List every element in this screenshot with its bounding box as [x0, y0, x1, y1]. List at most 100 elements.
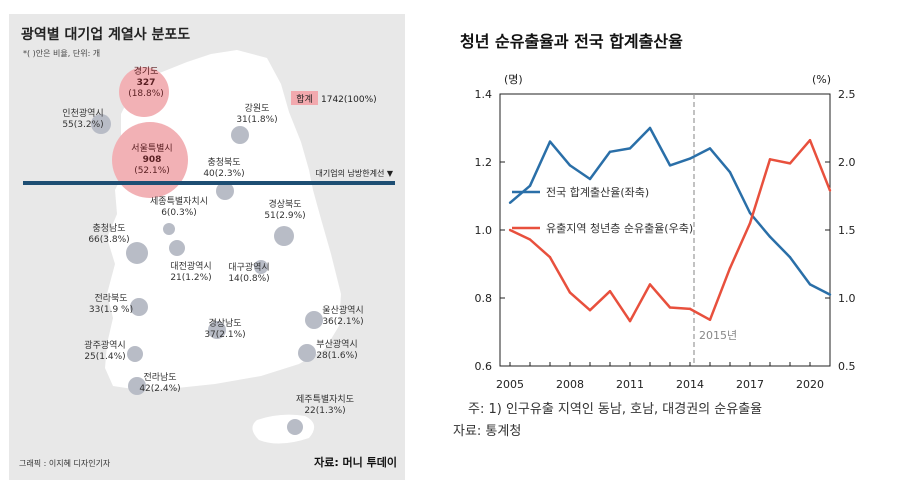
bubble-ulsan	[305, 311, 323, 329]
region-name: 대전광역시	[170, 260, 211, 272]
x-tick-label: 2005	[496, 378, 524, 391]
fertility-point	[608, 150, 612, 153]
left-axis-ticks: 1.4 1.2 1.0 0.8 0.6	[475, 88, 505, 373]
region-value: 55(3.2%)	[62, 120, 103, 130]
legend-total-value: 1742(100%)	[321, 95, 377, 105]
left-tick-label: 1.0	[475, 224, 493, 237]
region-name: 충청남도	[92, 223, 125, 234]
fertility-point	[768, 235, 772, 238]
outflow-point	[588, 309, 592, 312]
chart-source: 자료: 통계청	[453, 424, 522, 439]
region-value: 66(3.8%)	[88, 235, 129, 245]
region-value: 36(2.1%)	[322, 317, 363, 327]
region-value: 28(1.6%)	[316, 351, 357, 361]
fertility-point	[568, 164, 572, 167]
outflow-point	[748, 222, 752, 225]
region-percent: (52.1%)	[134, 166, 170, 176]
region-name: 경기도	[134, 65, 159, 77]
outflow-point	[528, 238, 532, 241]
fertility-point	[628, 147, 632, 150]
region-value: 51(2.9%)	[264, 211, 305, 221]
bubble-gyeonggi	[119, 67, 169, 117]
bubble-seoul	[112, 122, 188, 198]
left-tick-label: 0.6	[475, 360, 493, 373]
right-tick-label: 1.0	[838, 292, 856, 305]
outflow-point	[548, 256, 552, 259]
chart-title: 청년 순유출율과 전국 합계출산율	[460, 32, 683, 51]
right-unit-label: (%)	[812, 73, 831, 86]
fertility-point	[668, 164, 672, 167]
region-value: 42(2.4%)	[139, 384, 180, 394]
outflow-point	[608, 290, 612, 293]
reference-label: 2015년	[699, 329, 737, 342]
x-axis-ticks: 2005 2008 2011 2014 2017 2020	[496, 362, 831, 391]
fertility-point	[648, 126, 652, 130]
region-value: 908	[143, 155, 162, 165]
region-value: 40(2.3%)	[203, 169, 244, 179]
divider-label: 대기업의 남방한계선 ▼	[316, 168, 394, 178]
bubble-jeonnam	[128, 377, 146, 395]
left-tick-label: 0.8	[475, 292, 493, 305]
outflow-point	[648, 283, 652, 286]
bubble-daegu	[254, 260, 268, 274]
bubble-busan	[298, 344, 316, 362]
fertility-point	[528, 184, 532, 187]
outflow-point	[788, 162, 792, 165]
region-name: 인천광역시	[62, 107, 103, 119]
outflow-point	[808, 139, 812, 142]
outflow-point	[508, 228, 512, 232]
outflow-point	[688, 307, 692, 311]
bubble-gangwon	[231, 126, 249, 144]
legend-label-outflow: 유출지역 청년층 순유출율(우축)	[546, 222, 693, 235]
region-name: 전라남도	[143, 372, 176, 383]
fertility-point	[588, 177, 592, 181]
fertility-point	[688, 157, 692, 160]
bubble-gwangju	[127, 346, 143, 362]
region-name: 광주광역시	[84, 339, 125, 351]
x-tick-label: 2017	[736, 378, 764, 391]
fertility-point	[748, 211, 752, 215]
series-points	[508, 126, 832, 323]
outflow-point	[708, 318, 712, 321]
bubble-chungnam	[126, 242, 148, 264]
fertility-point	[548, 140, 552, 143]
fertility-point	[728, 171, 732, 174]
x-tick-label: 2008	[556, 378, 584, 391]
korea-map: 대기업의 남방한계선 ▼ 합계 1742(100%) 경기도327(18.8%)…	[23, 50, 395, 444]
region-name: 서울특별시	[131, 143, 172, 154]
bubble-incheon	[91, 114, 111, 134]
region-percent: (18.8%)	[128, 89, 164, 99]
legend-total-box	[291, 91, 318, 105]
left-tick-label: 1.4	[475, 88, 493, 101]
fertility-point	[828, 293, 832, 296]
region-name: 전라북도	[94, 293, 127, 304]
fertility-point	[508, 201, 512, 204]
region-name: 울산광역시	[322, 304, 363, 316]
region-value: 22(1.3%)	[304, 406, 345, 416]
x-tick-label: 2011	[616, 378, 644, 391]
bubble-jeonbuk	[130, 298, 148, 316]
map-subtitle: *( )안은 비율, 단위: 개	[23, 49, 101, 58]
chart-note: 주: 1) 인구유출 지역인 동남, 호남, 대경권의 순유출율	[468, 402, 763, 417]
bubble-gyeongnam	[208, 321, 226, 339]
region-name: 충청북도	[207, 157, 240, 168]
left-tick-label: 1.2	[475, 156, 493, 169]
region-name: 부산광역시	[316, 338, 357, 350]
region-name: 경상남도	[208, 317, 241, 329]
region-value: 37(2.1%)	[204, 330, 245, 340]
fertility-point	[808, 283, 812, 286]
bubble-gyeongbuk	[274, 226, 294, 246]
region-name: 대구광역시	[228, 261, 269, 273]
right-tick-label: 2.5	[838, 88, 856, 101]
fertility-point	[708, 147, 712, 150]
outflow-point	[628, 319, 632, 323]
outflow-point	[668, 306, 672, 309]
region-value: 31(1.8%)	[236, 115, 277, 125]
right-tick-label: 2.0	[838, 156, 856, 169]
region-name: 경상북도	[268, 198, 301, 210]
right-axis-ticks: 2.5 2.0 1.5 1.0 0.5	[825, 88, 856, 373]
x-tick-label: 2014	[676, 378, 704, 391]
region-name: 제주특별자치도	[296, 393, 354, 405]
region-value: 14(0.8%)	[228, 274, 269, 284]
